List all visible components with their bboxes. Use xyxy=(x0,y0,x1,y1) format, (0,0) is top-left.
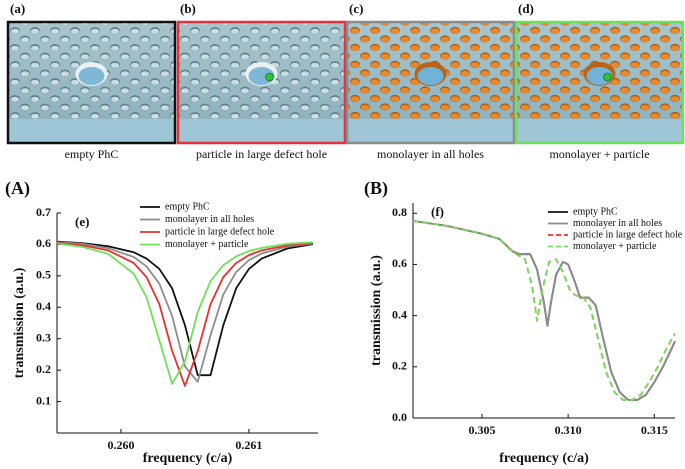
x-tick-label: 0.305 xyxy=(468,423,495,437)
y-axis-label: transmission (a.u.) xyxy=(369,255,384,366)
legend-label: particle in large defect hole xyxy=(165,226,275,237)
y-tick-label: 0.1 xyxy=(36,393,51,407)
y-tick-label: 0.2 xyxy=(392,359,407,373)
defect-hole-inner xyxy=(78,67,105,85)
y-tick-label: 0.4 xyxy=(392,307,407,321)
y-tick-label: 0.3 xyxy=(36,330,51,344)
series-line xyxy=(56,241,313,387)
x-axis-label: frequency (c/a) xyxy=(143,451,233,466)
panel-label: (B) xyxy=(364,178,388,199)
y-tick-label: 0.6 xyxy=(392,256,407,270)
panel-border xyxy=(514,20,685,145)
legend-label: particle in large defect hole xyxy=(573,229,683,240)
legend-label: monolayer + particle xyxy=(573,241,657,252)
series-line xyxy=(56,241,313,385)
legend-label: monolayer in all holes xyxy=(573,218,662,229)
series-line xyxy=(412,220,676,401)
panel-caption: empty PhC xyxy=(65,147,119,161)
x-tick-label: 0.310 xyxy=(555,423,582,437)
panel-border xyxy=(176,20,347,145)
series-line xyxy=(56,241,313,383)
y-tick-label: 0.7 xyxy=(36,205,51,219)
panel-label: (d) xyxy=(518,1,534,16)
y-tick-label: 0.2 xyxy=(36,362,51,376)
y-tick-label: 0.4 xyxy=(36,299,51,313)
panel-label: (b) xyxy=(180,1,196,16)
x-tick-label: 0.315 xyxy=(641,423,668,437)
series-line xyxy=(56,240,314,377)
panel-label: (a) xyxy=(10,1,25,16)
y-tick-label: 0.8 xyxy=(392,205,407,219)
annotation: (f) xyxy=(431,204,444,219)
y-tick-label: 0.5 xyxy=(36,268,51,282)
defect-hole-inner xyxy=(417,67,444,85)
legend-label: empty PhC xyxy=(573,206,618,217)
panel-label: (A) xyxy=(5,178,30,199)
legend-label: monolayer + particle xyxy=(165,239,249,250)
panel-caption: monolayer in all holes xyxy=(377,147,484,161)
x-tick-label: 0.261 xyxy=(235,438,262,452)
panel-caption: monolayer + particle xyxy=(549,147,649,161)
y-axis-label: transmission (a.u.) xyxy=(12,267,27,378)
legend-label: empty PhC xyxy=(165,201,210,212)
y-tick-label: 0.0 xyxy=(392,410,407,424)
legend-label: monolayer in all holes xyxy=(165,214,254,225)
particle xyxy=(603,72,612,82)
x-tick-label: 0.260 xyxy=(107,438,134,452)
panel-label: (c) xyxy=(349,1,363,16)
y-tick-label: 0.6 xyxy=(36,236,51,250)
series-line xyxy=(412,220,676,401)
panel-caption: particle in large defect hole xyxy=(196,147,327,161)
annotation: (e) xyxy=(75,214,89,229)
panel-border xyxy=(345,20,516,145)
particle xyxy=(265,72,274,82)
panel-border xyxy=(6,20,177,145)
x-axis-label: frequency (c/a) xyxy=(499,451,589,466)
